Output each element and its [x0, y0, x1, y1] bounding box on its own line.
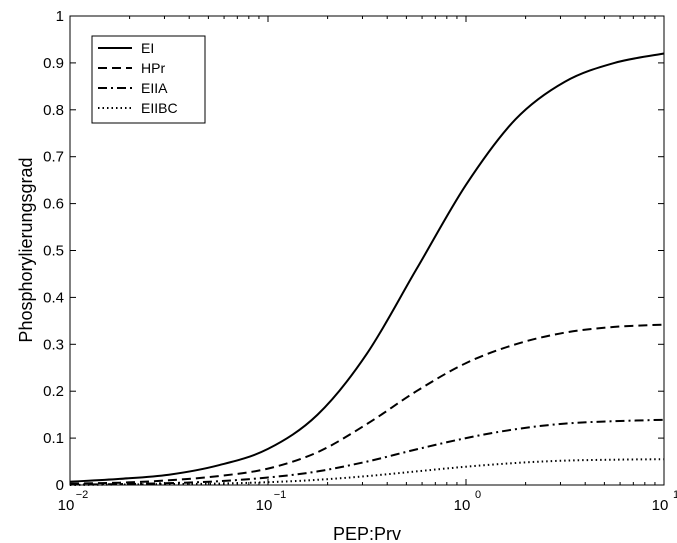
x-tick-exponent: −1 [274, 489, 287, 501]
legend-label-eiibc: EIIBC [141, 100, 178, 116]
x-tick-label: 10 [58, 497, 75, 514]
series-lines [69, 52, 665, 486]
x-tick-exponent: 0 [475, 489, 481, 501]
x-tick-label: 10 [256, 497, 273, 514]
y-axis-ticks: 0 0.1 0.2 0.3 0.4 0.5 0.6 0.7 0.8 0.9 1 [43, 8, 664, 494]
legend-label-hpr: HPr [141, 60, 165, 76]
series-line-eiibc [69, 458, 665, 486]
x-tick-exponent: 1 [673, 489, 677, 501]
y-tick-label: 1 [56, 8, 64, 25]
y-tick-label: 0.9 [43, 55, 64, 72]
legend-label-eiia: EIIA [141, 80, 168, 96]
y-axis-label: Phosphorylierungsgrad [16, 157, 36, 342]
y-tick-label: 0.1 [43, 430, 64, 447]
y-tick-label: 0 [56, 477, 64, 494]
series-line-ei [69, 52, 665, 483]
y-tick-label: 0.5 [43, 243, 64, 260]
x-axis-label: PEP:Prv [333, 524, 401, 543]
y-tick-label: 0.6 [43, 196, 64, 213]
legend: EI HPr EIIA EIIBC [91, 35, 206, 124]
x-tick-label: 10 [454, 497, 471, 514]
y-tick-label: 0.7 [43, 149, 64, 166]
y-tick-label: 0.8 [43, 102, 64, 119]
x-tick-label: 10 [652, 497, 669, 514]
legend-box [91, 35, 206, 124]
series-line-eiia [69, 418, 665, 486]
y-tick-label: 0.2 [43, 383, 64, 400]
series-line-hpr [69, 323, 665, 485]
y-tick-label: 0.4 [43, 289, 64, 306]
x-tick-exponent: −2 [76, 489, 89, 501]
legend-label-ei: EI [141, 40, 154, 56]
y-tick-label: 0.3 [43, 336, 64, 353]
